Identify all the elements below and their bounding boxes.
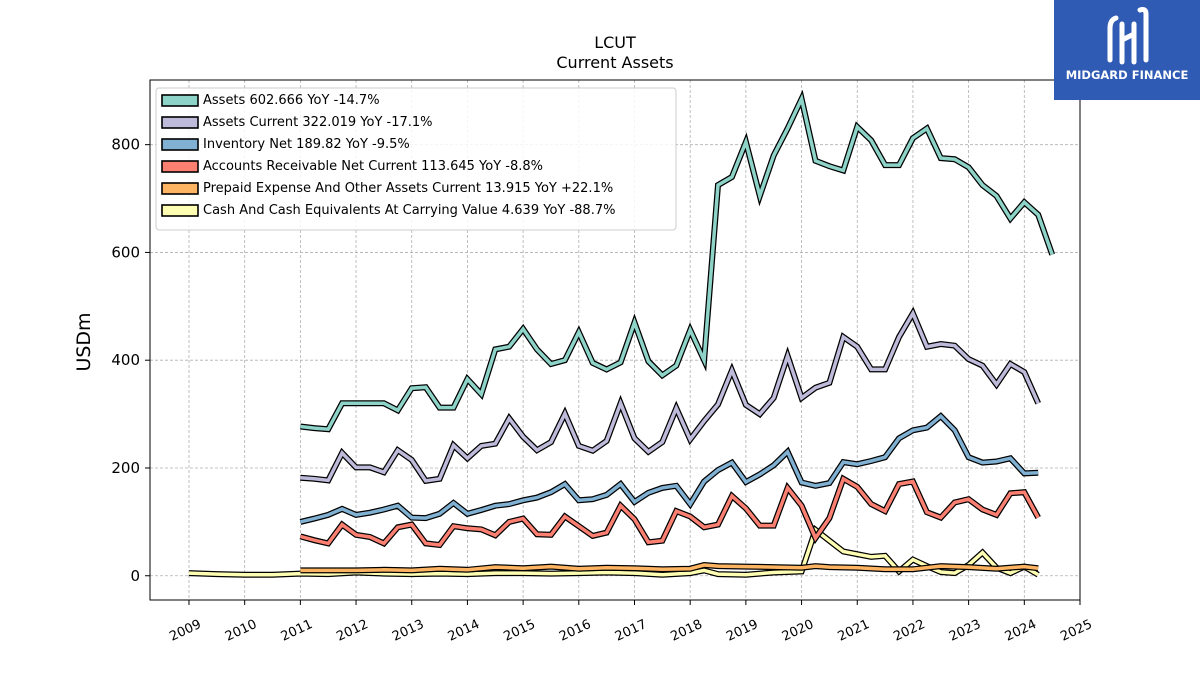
legend-swatch [161,182,199,195]
series-line-cash [188,527,1040,577]
x-tick-label: 2011 [279,617,315,645]
series-line-assets [300,309,1040,483]
x-tick-label: 2025 [1058,617,1094,645]
y-tick-label: 0 [130,567,140,585]
series-line-inventory [299,413,1039,524]
y-axis-label: USDm [73,312,95,371]
legend-entry: Assets 602.666 YoY -14.7% [203,93,380,108]
legend-box [155,87,677,231]
y-tick-label: 800 [111,136,140,154]
x-tick-label: 2018 [669,617,705,645]
chart-title: LCUT [594,33,636,52]
legend-swatch [161,160,199,173]
chart-subtitle: Current Assets [556,53,673,72]
legend-entry: Accounts Receivable Net Current 113.645 … [203,159,543,174]
legend-entry: Cash And Cash Equivalents At Carrying Va… [203,203,615,218]
plot-frame [149,79,1081,601]
series-line-prepaid [300,563,1039,573]
series-line-assets [300,93,1054,432]
x-tick-label: 2022 [891,617,927,645]
legend-entry: Inventory Net 189.82 YoY -9.5% [203,137,410,152]
legend: Assets 602.666 YoY -14.7% Assets Current … [155,87,677,231]
legend-entry: Assets Current 322.019 YoY -17.1% [203,115,433,130]
logo-mark-icon [1107,7,1149,65]
y-tick-label: 400 [111,351,140,369]
brand-name: MIDGARD FINANCE [1065,68,1189,82]
legend-swatch [161,94,199,107]
series-lines [188,89,1056,578]
x-tick-label: 2013 [390,617,426,645]
y-tick-label: 200 [111,459,140,477]
x-tick-label: 2024 [1003,617,1039,645]
x-tick-label: 2014 [446,617,482,645]
x-tick-label: 2017 [613,617,649,645]
x-tick-label: 2020 [780,617,816,645]
x-tick-label: 2021 [836,617,872,645]
x-tick-label: 2015 [501,617,537,645]
x-tick-label: 2023 [947,617,983,645]
y-tick-label: 600 [111,243,140,261]
x-tick-label: 2010 [223,617,259,645]
legend-entry: Prepaid Expense And Other Assets Current… [203,181,613,196]
x-tick-label: 2019 [724,617,760,645]
legend-swatch [161,138,199,151]
legend-swatch [161,116,199,129]
midgard-finance-logo: MIDGARD FINANCE [1054,0,1200,100]
series-line-accounts [299,476,1040,547]
series-outline-assets [300,306,1041,485]
x-tick-label: 2012 [334,617,370,645]
x-tick-label: 2009 [167,617,203,645]
x-tick-label: 2016 [557,617,593,645]
legend-swatch [161,204,199,217]
